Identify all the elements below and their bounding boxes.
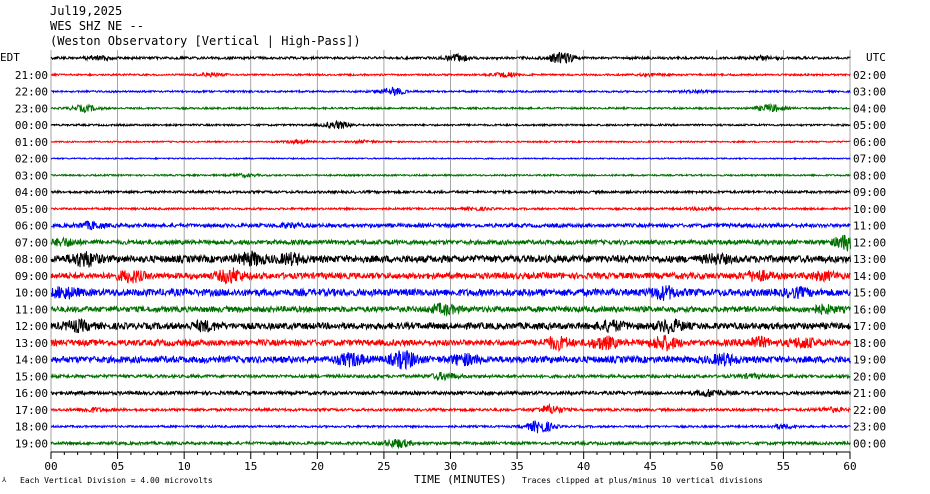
right-time-label: 22:00 [853, 404, 886, 417]
trace-row-20 [50, 388, 851, 398]
trace-row-17 [50, 334, 851, 353]
right-time-label: 12:00 [853, 236, 886, 249]
x-tick-label: 20 [311, 460, 324, 473]
trace-row-5 [50, 138, 851, 146]
left-time-label: 17:00 [15, 404, 48, 417]
trace-row-10 [50, 220, 851, 231]
mini-logo: ⅄ [2, 476, 7, 484]
left-time-label: 22:00 [15, 86, 48, 99]
right-time-label: 15:00 [853, 287, 886, 300]
clip-note: Traces clipped at plus/minus 10 vertical… [522, 476, 763, 485]
right-time-label: 21:00 [853, 387, 886, 400]
left-time-label: 00:00 [15, 119, 48, 132]
right-time-label: 09:00 [853, 186, 886, 199]
plot-date: Jul19,2025 [50, 4, 123, 18]
trace-row-3 [50, 102, 851, 114]
seismic-traces [50, 51, 851, 449]
station-name: WES SHZ NE -- [50, 19, 144, 33]
left-time-label: 18:00 [15, 421, 48, 434]
right-time-label: 20:00 [853, 370, 886, 383]
left-time-label: 23:00 [15, 102, 48, 115]
trace-row-15 [50, 302, 851, 317]
left-time-label: 16:00 [15, 387, 48, 400]
left-time-label: 09:00 [15, 270, 48, 283]
right-time-label: 10:00 [853, 203, 886, 216]
right-time-label: 04:00 [853, 102, 886, 115]
x-tick-label: 35 [510, 460, 523, 473]
x-axis: 00 05 10 15 20 25 30 35 40 45 50 55 60 [44, 451, 857, 473]
plot-subtitle: (Weston Observatory [Vertical | High-Pas… [50, 34, 361, 48]
left-time-label: 12:00 [15, 320, 48, 333]
x-tick-label: 50 [710, 460, 723, 473]
x-tick-label: 00 [44, 460, 57, 473]
right-time-label: 07:00 [853, 153, 886, 166]
left-time-label: 05:00 [15, 203, 48, 216]
right-time-label: 19:00 [853, 354, 886, 367]
right-time-label: 06:00 [853, 136, 886, 149]
x-tick-label: 40 [577, 460, 590, 473]
right-time-label: 17:00 [853, 320, 886, 333]
trace-row-7 [50, 172, 851, 179]
x-tick-label: 05 [111, 460, 124, 473]
x-tick-label: 55 [777, 460, 790, 473]
left-time-label: 15:00 [15, 370, 48, 383]
trace-row-11 [50, 234, 851, 252]
trace-row-12 [50, 250, 851, 268]
trace-row-18 [50, 350, 851, 371]
trace-row-2 [50, 86, 851, 97]
x-tick-label: 45 [644, 460, 657, 473]
right-time-label: 05:00 [853, 119, 886, 132]
left-time-label: 14:00 [15, 354, 48, 367]
right-time-label: 03:00 [853, 86, 886, 99]
left-time-label: 13:00 [15, 337, 48, 350]
trace-row-13 [50, 267, 851, 285]
trace-row-9 [50, 205, 851, 212]
right-time-label: 16:00 [853, 303, 886, 316]
time-gridlines [50, 50, 851, 452]
right-time-label: 02:00 [853, 69, 886, 82]
right-time-label: 11:00 [853, 220, 886, 233]
left-time-label: 10:00 [15, 287, 48, 300]
left-time-label: 11:00 [15, 303, 48, 316]
trace-row-6 [50, 156, 851, 161]
x-tick-label: 10 [178, 460, 191, 473]
left-time-label: 21:00 [15, 69, 48, 82]
left-time-label: 19:00 [15, 437, 48, 450]
trace-row-16 [50, 317, 851, 334]
x-axis-title: TIME (MINUTES) [414, 473, 507, 486]
left-time-label: 06:00 [15, 220, 48, 233]
left-time-label: 02:00 [15, 153, 48, 166]
trace-row-1 [50, 71, 851, 79]
left-time-label: 01:00 [15, 136, 48, 149]
right-time-label: 23:00 [853, 421, 886, 434]
left-time-label: 08:00 [15, 253, 48, 266]
right-time-label: 14:00 [853, 270, 886, 283]
trace-row-23 [50, 438, 851, 449]
left-time-label: 04:00 [15, 186, 48, 199]
trace-row-8 [51, 188, 851, 196]
right-timezone-label: UTC [866, 51, 886, 64]
x-tick-label: 60 [843, 460, 856, 473]
right-time-label: 00:00 [853, 437, 886, 450]
trace-row-21 [50, 402, 851, 415]
right-time-label: 13:00 [853, 253, 886, 266]
x-tick-label: 25 [377, 460, 390, 473]
trace-row-19 [50, 371, 851, 382]
row-time-labels: 21:00 22:00 23:00 00:00 01:00 02:00 03:00 04:00… [15, 69, 886, 451]
x-tick-label: 15 [244, 460, 257, 473]
right-time-label: 18:00 [853, 337, 886, 350]
left-timezone-label: EDT [0, 51, 20, 64]
trace-row-0 [50, 51, 851, 64]
left-time-label: 03:00 [15, 169, 48, 182]
x-tick-label: 30 [444, 460, 457, 473]
right-time-label: 08:00 [853, 169, 886, 182]
vertical-scale-note: Each Vertical Division = 4.00 microvolts [20, 476, 213, 485]
left-time-label: 07:00 [15, 236, 48, 249]
trace-row-14 [50, 284, 851, 301]
trace-row-4 [50, 119, 851, 130]
trace-row-22 [50, 420, 851, 434]
